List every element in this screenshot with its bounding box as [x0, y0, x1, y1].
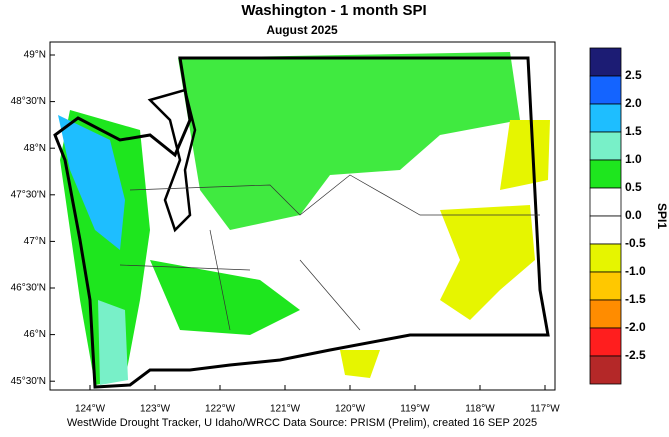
wetter-area: [98, 300, 128, 385]
legend-title: SPI1: [655, 203, 669, 229]
latitude-label: 48°N: [24, 143, 46, 154]
legend-label: -1.0: [625, 264, 646, 278]
longitude-label: 122°W: [205, 404, 236, 415]
credit: WestWide Drought Tracker, U Idaho/WRCC D…: [67, 417, 537, 429]
map: [49, 41, 556, 391]
legend-swatch: [589, 159, 622, 189]
puget-sound: [147, 88, 197, 233]
latitude-label: 47°N: [24, 236, 46, 247]
legend-label: 1.0: [625, 152, 642, 166]
longitude-label: 120°W: [335, 404, 366, 415]
legend-swatch: [589, 131, 622, 161]
legend-label: 1.5: [625, 124, 642, 138]
legend-swatch: [589, 243, 622, 273]
longitude-labels: 124°W 123°W 122°W 121°W 120°W 119°W 118°W 117°W: [75, 385, 560, 415]
dry-area: [340, 350, 380, 378]
latitude-label: 45°30'N: [11, 376, 46, 387]
legend: 2.5 2.0 1.5 1.0 0.5 0.0 -0.5 -1.0 -1.5 -2.0 -2.5: [589, 47, 646, 385]
legend-swatch: [589, 299, 622, 329]
legend-swatch: [589, 103, 622, 133]
latitude-label: 46°30'N: [11, 283, 46, 294]
subtitle: August 2025: [266, 23, 338, 37]
longitude-label: 119°W: [400, 404, 430, 415]
longitude-label: 124°W: [75, 404, 106, 415]
legend-label: -2.0: [625, 320, 646, 334]
latitude-label: 48°30'N: [11, 96, 46, 107]
county-boundaries: [119, 174, 540, 331]
state-boundary: [53, 56, 550, 389]
title: Washington - 1 month SPI: [241, 2, 426, 19]
longitude-label: 117°W: [530, 404, 560, 415]
legend-label: 0.0: [625, 208, 642, 222]
longitude-label: 121°W: [270, 404, 301, 415]
legend-label: 0.5: [625, 180, 642, 194]
latitude-label: 46°N: [24, 329, 46, 340]
dry-area: [440, 205, 535, 320]
longitude-label: 123°W: [140, 404, 171, 415]
legend-swatch: [589, 75, 622, 105]
latitude-label: 47°30'N: [11, 189, 46, 200]
legend-label: -2.5: [625, 348, 646, 362]
legend-label: 2.5: [625, 68, 642, 82]
latitude-labels: 49°N 48°30'N 48°N 47°30'N 47°N 46°30'N 46°N 45°…: [11, 50, 55, 387]
legend-label: -0.5: [625, 236, 646, 250]
legend-label: 2.0: [625, 96, 642, 110]
longitude-label: 118°W: [465, 404, 495, 415]
wetter-area: [58, 115, 125, 250]
dry-area: [500, 120, 550, 190]
legend-swatch: [589, 355, 622, 385]
legend-swatch: [589, 187, 622, 217]
legend-swatch: [589, 47, 622, 77]
latitude-label: 49°N: [24, 50, 46, 61]
legend-swatch: [589, 327, 622, 357]
wet-area: [150, 260, 300, 335]
legend-swatch: [589, 271, 622, 301]
legend-swatch: [589, 215, 622, 245]
legend-label: -1.5: [625, 292, 646, 306]
